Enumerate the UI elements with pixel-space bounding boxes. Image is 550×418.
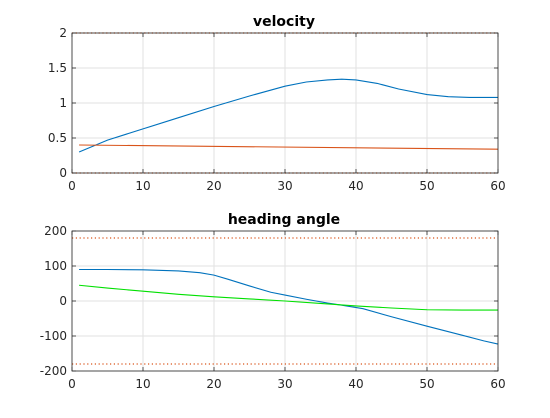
velocity-y-tick-label: 2 <box>59 26 67 40</box>
heading-angle-title: heading angle <box>228 212 340 228</box>
heading-angle-y-tick-label: 0 <box>59 294 67 308</box>
velocity-title: velocity <box>253 14 315 30</box>
velocity-axes: 0 10 20 30 40 50 60 0 0.5 1 1.5 2 velocity <box>48 14 506 193</box>
heading-angle-x-tick-label: 0 <box>68 377 76 391</box>
heading-angle-series-2 <box>79 284 498 311</box>
velocity-x-tick-label: 20 <box>206 179 221 193</box>
heading-angle-y-tick-label: 200 <box>44 224 67 238</box>
heading-angle-axes: 0 10 20 30 40 50 60 -200 -100 0 100 200 heading angl… <box>40 212 506 391</box>
heading-angle-x-tick-label: 30 <box>277 377 292 391</box>
heading-angle-series-1 <box>79 268 499 345</box>
velocity-x-tick-label: 30 <box>277 179 292 193</box>
velocity-x-tick-label: 60 <box>490 179 505 193</box>
heading-angle-y-tick-label: 100 <box>44 259 67 273</box>
velocity-x-tick-label: 10 <box>135 179 150 193</box>
velocity-series-1 <box>78 78 498 153</box>
heading-angle-y-tick-label: -200 <box>40 364 67 378</box>
heading-angle-x-tick-label: 40 <box>348 377 363 391</box>
velocity-y-tick-label: 1 <box>59 96 67 110</box>
velocity-x-tick-label: 50 <box>419 179 434 193</box>
heading-angle-x-tick-label: 60 <box>490 377 505 391</box>
velocity-x-tick-label: 0 <box>68 179 76 193</box>
heading-angle-x-tick-label: 20 <box>206 377 221 391</box>
heading-angle-x-tick-label: 10 <box>135 377 150 391</box>
heading-angle-x-tick-label: 50 <box>419 377 434 391</box>
velocity-y-tick-label: 1.5 <box>48 61 67 75</box>
velocity-x-tick-label: 40 <box>348 179 363 193</box>
velocity-y-tick-label: 0.5 <box>48 131 67 145</box>
heading-angle-y-tick-label: -100 <box>40 329 67 343</box>
velocity-y-tick-label: 0 <box>59 166 67 180</box>
velocity-series-2 <box>79 144 499 150</box>
